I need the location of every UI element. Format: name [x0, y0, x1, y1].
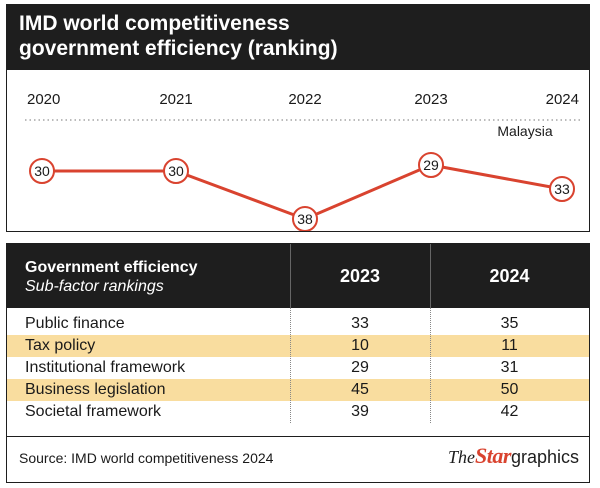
data-point — [163, 158, 189, 184]
row-value-2023: 45 — [351, 381, 369, 398]
data-label: 30 — [34, 163, 50, 179]
data-label: 33 — [554, 181, 570, 197]
x-tick-label: 2020 — [27, 91, 60, 108]
table-row: Public finance 33 35 — [7, 313, 589, 335]
table-panel: Government efficiency Sub-factor ranking… — [6, 243, 590, 483]
table-row: Tax policy 10 11 — [7, 335, 589, 357]
table-row: Business legislation 45 50 — [7, 379, 589, 401]
row-value-2023: 33 — [351, 315, 369, 332]
table-row: Institutional framework 29 31 — [7, 357, 589, 379]
column-divider — [430, 308, 431, 423]
row-value-2023: 39 — [351, 403, 369, 420]
footer: Source: IMD world competitiveness 2024 T… — [7, 436, 589, 483]
chart-panel: IMD world competitiveness government eff… — [6, 4, 590, 232]
row-value-2024: 11 — [501, 337, 518, 354]
row-value-2023: 10 — [351, 337, 369, 354]
x-tick-label: 2023 — [414, 91, 447, 108]
row-value-2024: 35 — [500, 315, 519, 332]
column-divider — [290, 308, 291, 423]
table-header-sub: Sub-factor rankings — [25, 278, 164, 295]
row-label: Business legislation — [25, 381, 166, 398]
row-label: Societal framework — [25, 403, 162, 420]
table-body: Public finance 33 35 Tax policy 10 11 In… — [7, 313, 589, 423]
brand-the: The — [448, 447, 476, 467]
brand-logo: TheStargraphics — [448, 443, 579, 469]
chart-title-line2: government efficiency (ranking) — [19, 37, 338, 60]
data-label: 30 — [168, 163, 184, 179]
row-value-2023: 29 — [351, 359, 369, 376]
row-label: Public finance — [25, 315, 125, 332]
table-row: Societal framework 39 42 — [7, 401, 589, 423]
chart-title-bar: IMD world competitiveness government eff… — [7, 5, 589, 70]
row-label: Tax policy — [25, 337, 96, 354]
table-header-label: Government efficiency Sub-factor ranking… — [25, 258, 287, 296]
table-header-main: Government efficiency — [25, 259, 198, 276]
column-header-2024: 2024 — [489, 266, 530, 286]
data-point — [418, 152, 444, 178]
row-value-2024: 42 — [500, 403, 519, 420]
header-divider — [290, 244, 291, 308]
x-tick-label: 2022 — [288, 91, 321, 108]
x-tick-label: 2024 — [546, 91, 579, 108]
data-label: 38 — [297, 211, 313, 227]
source-note: Source: IMD world competitiveness 2024 — [19, 450, 274, 466]
row-label: Institutional framework — [25, 359, 186, 376]
data-point — [29, 158, 55, 184]
legend-malaysia: Malaysia — [497, 123, 552, 139]
line-chart: 2020 2021 2022 2023 2024 Malaysia 30 30 38 29 33 — [25, 91, 582, 231]
x-tick-label: 2021 — [159, 91, 192, 108]
data-point — [549, 176, 575, 202]
row-value-2024: 31 — [500, 359, 519, 376]
header-divider — [430, 244, 431, 308]
data-point — [292, 206, 318, 231]
column-header-2023: 2023 — [339, 266, 381, 286]
chart-title-line1: IMD world competitiveness — [19, 12, 290, 35]
data-label: 29 — [423, 157, 439, 173]
brand-star: Star — [475, 443, 511, 468]
table-header: Government efficiency Sub-factor ranking… — [7, 244, 589, 308]
row-value-2024: 50 — [500, 381, 519, 398]
brand-graphics: graphics — [510, 447, 579, 467]
